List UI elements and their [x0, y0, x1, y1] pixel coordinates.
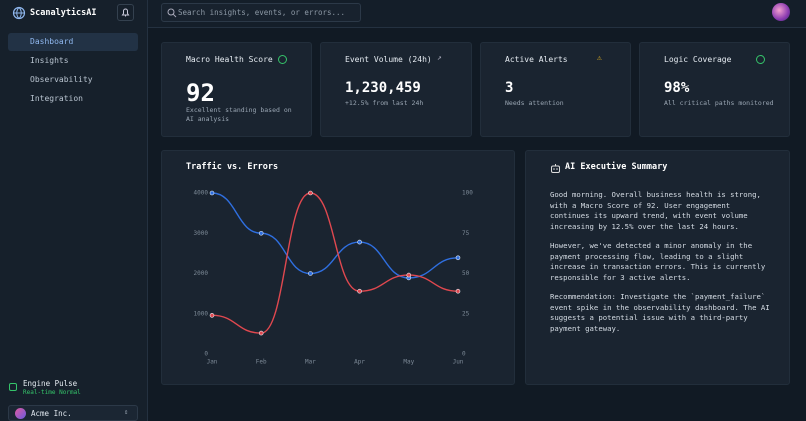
y2-tick-label: 50	[462, 270, 470, 277]
brand-name: ScanalyticsAI	[30, 8, 97, 18]
summary-card: AI Executive Summary Good morning. Overa…	[525, 150, 790, 385]
search-icon	[167, 8, 177, 18]
nav-item[interactable]: Observability	[30, 75, 93, 84]
summary-paragraph: Good morning. Overall business health is…	[550, 190, 761, 231]
data-point	[209, 190, 215, 196]
kpi-detail: +12.5% from last 24h	[345, 99, 424, 107]
y-tick-label: 2000	[194, 270, 209, 277]
x-tick-label: Feb	[256, 359, 267, 366]
top-bar: Search insights, events, or errors...	[148, 0, 806, 28]
search-box[interactable]: Search insights, events, or errors...	[161, 3, 361, 22]
kpi-title: Logic Coverage	[664, 55, 732, 64]
trend-icon: ↗	[437, 53, 442, 62]
data-point	[308, 271, 313, 276]
data-point	[406, 272, 412, 278]
kpi-value: 98%	[664, 80, 690, 96]
kpi-value: 92	[186, 79, 215, 107]
chart-title: Traffic vs. Errors	[186, 162, 279, 172]
nav-item[interactable]: Insights	[30, 56, 69, 65]
data-point	[258, 330, 264, 336]
data-point	[308, 190, 313, 196]
warning-icon: ⚠	[597, 53, 602, 62]
kpi-title: Event Volume (24h)	[345, 55, 432, 64]
check-icon	[278, 55, 287, 64]
y2-tick-label: 0	[462, 351, 466, 358]
user-avatar[interactable]	[772, 3, 790, 21]
workspace-name: Acme Inc.	[31, 409, 72, 418]
data-point	[209, 313, 215, 318]
kpi-card: Active Alerts ⚠ 3 Needs attention	[480, 42, 631, 137]
data-point	[357, 288, 362, 294]
data-point	[258, 230, 264, 236]
y-tick-label: 0	[204, 351, 208, 358]
kpi-value: 1,230,459	[345, 80, 421, 96]
y2-tick-label: 25	[462, 310, 470, 317]
nav-item[interactable]: Integration	[30, 94, 83, 103]
kpi-title: Active Alerts	[505, 55, 568, 64]
x-tick-label: Jan	[207, 359, 218, 366]
data-point	[455, 255, 461, 261]
data-point	[357, 239, 362, 245]
workspace-switcher[interactable]: Acme Inc. ⇕	[8, 405, 138, 421]
chart-card: Traffic vs. Errors 0 1000 2000 3000 4000 0 25 5…	[161, 150, 515, 385]
kpi-value: 3	[505, 80, 514, 96]
y-tick-label: 1000	[194, 310, 209, 317]
series-line	[211, 192, 459, 279]
kpi-title: Macro Health Score	[186, 55, 273, 64]
y-tick-label: 4000	[194, 190, 209, 197]
status-title: Engine Pulse	[23, 379, 78, 388]
summary-paragraph: However, we've detected a minor anomaly …	[550, 241, 766, 282]
check-icon	[756, 55, 765, 64]
summary-body: Good morning. Overall business health is…	[550, 190, 770, 343]
status-icon	[9, 383, 17, 391]
kpi-detail: All critical paths monitored	[664, 99, 774, 107]
data-point	[455, 288, 461, 294]
x-tick-label: Jun	[453, 359, 464, 366]
y2-tick-label: 100	[462, 190, 473, 197]
kpi-card: Event Volume (24h) ↗ 1,230,459 +12.5% from …	[320, 42, 472, 137]
y-tick-label: 3000	[194, 230, 209, 237]
chart: 0 1000 2000 3000 4000 0 25 50 75 100 Jan Feb Mar Apr M…	[194, 190, 474, 366]
bot-icon	[551, 164, 560, 173]
nav-item[interactable]: Dashboard	[8, 33, 138, 51]
summary-paragraph: Recommendation: Investigate the `payment…	[550, 292, 770, 333]
x-tick-label: Apr	[354, 359, 365, 366]
kpi-card: Macro Health Score 92 Excellent standing b…	[161, 42, 312, 137]
summary-title: AI Executive Summary	[565, 162, 668, 172]
status-detail: Real-time Normal	[23, 389, 81, 396]
workspace-avatar	[15, 408, 26, 419]
kpi-detail: Excellent standing based on AI analysis	[186, 106, 292, 123]
search-placeholder: Search insights, events, or errors...	[178, 8, 346, 17]
notifications-button[interactable]	[117, 4, 134, 21]
brand-logo	[12, 6, 26, 20]
kpi-card: Logic Coverage 98% All critical paths moni…	[639, 42, 790, 137]
series-line	[211, 192, 459, 334]
kpi-detail: Needs attention	[505, 99, 564, 107]
y2-tick-label: 75	[462, 230, 470, 237]
x-tick-label: Mar	[305, 359, 316, 366]
chevron: ⇕	[124, 408, 129, 416]
bell-icon	[121, 8, 130, 17]
x-tick-label: May	[403, 359, 414, 366]
sidebar: ScanalyticsAI Dashboard Insights Observa…	[0, 0, 148, 421]
